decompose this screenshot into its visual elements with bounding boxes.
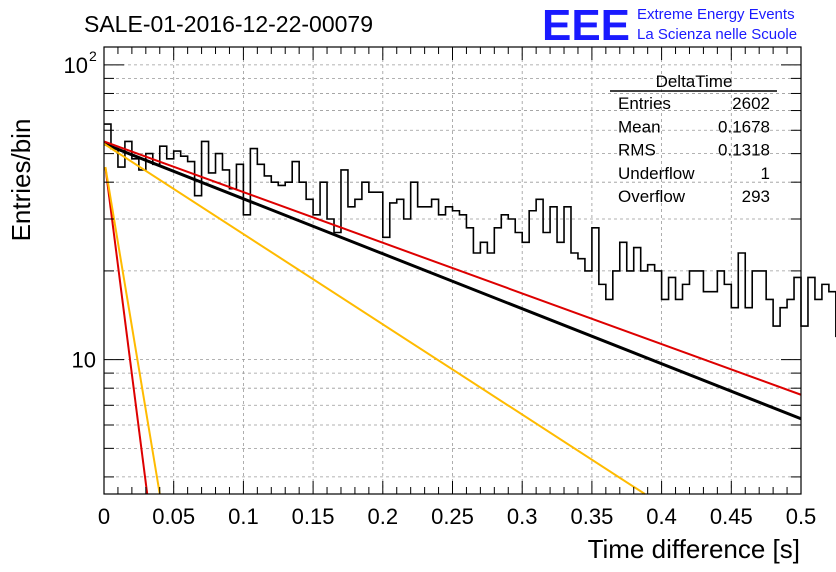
- y-tick-exponent: 2: [89, 48, 97, 64]
- x-tick-label: 0.25: [431, 504, 474, 529]
- y-tick-label: 10: [64, 53, 88, 78]
- stats-row-label: Underflow: [618, 164, 695, 183]
- stats-box: DeltaTime Entries 2602 Mean 0.1678 RMS 0.1318 U…: [610, 72, 777, 206]
- fit-curve-5: [104, 166, 161, 495]
- stats-row-value: 1: [761, 164, 770, 183]
- fit-curve-4: [104, 166, 149, 495]
- x-tick-label: 0: [98, 504, 110, 529]
- x-tick-label: 0.5: [786, 504, 817, 529]
- histogram-step-line: [104, 123, 836, 338]
- stats-row-value: 0.1318: [718, 141, 770, 160]
- x-tick-label: 0.2: [368, 504, 399, 529]
- fit-curves-layer: [103, 140, 802, 495]
- stats-box-title: DeltaTime: [656, 72, 733, 91]
- stats-row-label: RMS: [618, 141, 656, 160]
- logo-line-1: Extreme Energy Events: [637, 6, 795, 23]
- x-tick-label: 0.3: [507, 504, 538, 529]
- logo-line-2: La Scienza nelle Scuole: [637, 26, 797, 43]
- eee-logo: EEE Extreme Energy Events La Scienza nel…: [542, 1, 797, 50]
- stats-row-value: 293: [742, 187, 770, 206]
- eee-logo-letters: EEE: [542, 1, 630, 50]
- histogram-layer: [104, 123, 836, 338]
- stats-row-value: 2602: [732, 94, 770, 113]
- x-tick-label: 0.1: [228, 504, 259, 529]
- y-tick-label: 10: [72, 348, 96, 373]
- x-tick-label: 0.15: [292, 504, 335, 529]
- x-axis-title: Time difference [s]: [588, 534, 800, 564]
- x-tick-label: 0.45: [710, 504, 753, 529]
- axes-layer: 0 0.05 0.1 0.15 0.2 0.25 0.3 0.35 0.4 0.45 0.51010…: [64, 47, 817, 529]
- x-tick-label: 0.4: [646, 504, 677, 529]
- fit-curve-2: [103, 140, 802, 396]
- stats-row-label: Overflow: [618, 187, 686, 206]
- stats-row-value: 0.1678: [718, 117, 770, 136]
- y-axis-title: Entries/bin: [6, 119, 36, 242]
- stats-row-label: Mean: [618, 117, 661, 136]
- fit-curve-1: [103, 142, 802, 421]
- fit-curve-3: [103, 142, 646, 495]
- x-tick-label: 0.05: [152, 504, 195, 529]
- x-tick-label: 0.35: [570, 504, 613, 529]
- stats-row-label: Entries: [618, 94, 671, 113]
- chart-title: SALE-01-2016-12-22-00079: [84, 11, 373, 37]
